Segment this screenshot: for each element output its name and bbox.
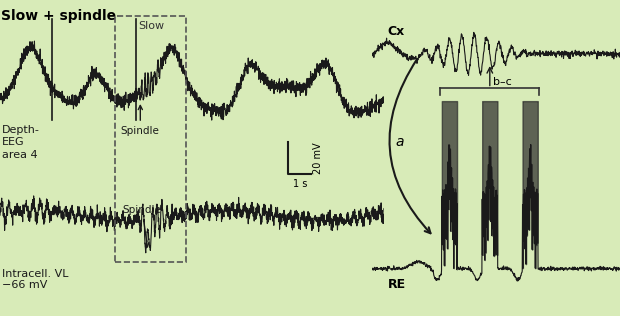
Text: b–c: b–c <box>493 77 512 87</box>
Text: Depth-
EEG
area 4: Depth- EEG area 4 <box>2 125 40 160</box>
Text: Intracell. VL
−66 mV: Intracell. VL −66 mV <box>2 269 68 290</box>
Text: RE: RE <box>388 278 405 291</box>
Text: 20 mV: 20 mV <box>313 142 323 174</box>
Text: Spindle: Spindle <box>121 106 160 136</box>
Bar <box>115 16 187 262</box>
Text: Slow + spindle: Slow + spindle <box>1 9 116 23</box>
Text: Slow: Slow <box>138 21 164 31</box>
Text: 1 s: 1 s <box>293 179 307 189</box>
Text: Cx: Cx <box>388 25 405 38</box>
Text: Spindle: Spindle <box>123 205 162 247</box>
Text: a: a <box>396 135 404 149</box>
